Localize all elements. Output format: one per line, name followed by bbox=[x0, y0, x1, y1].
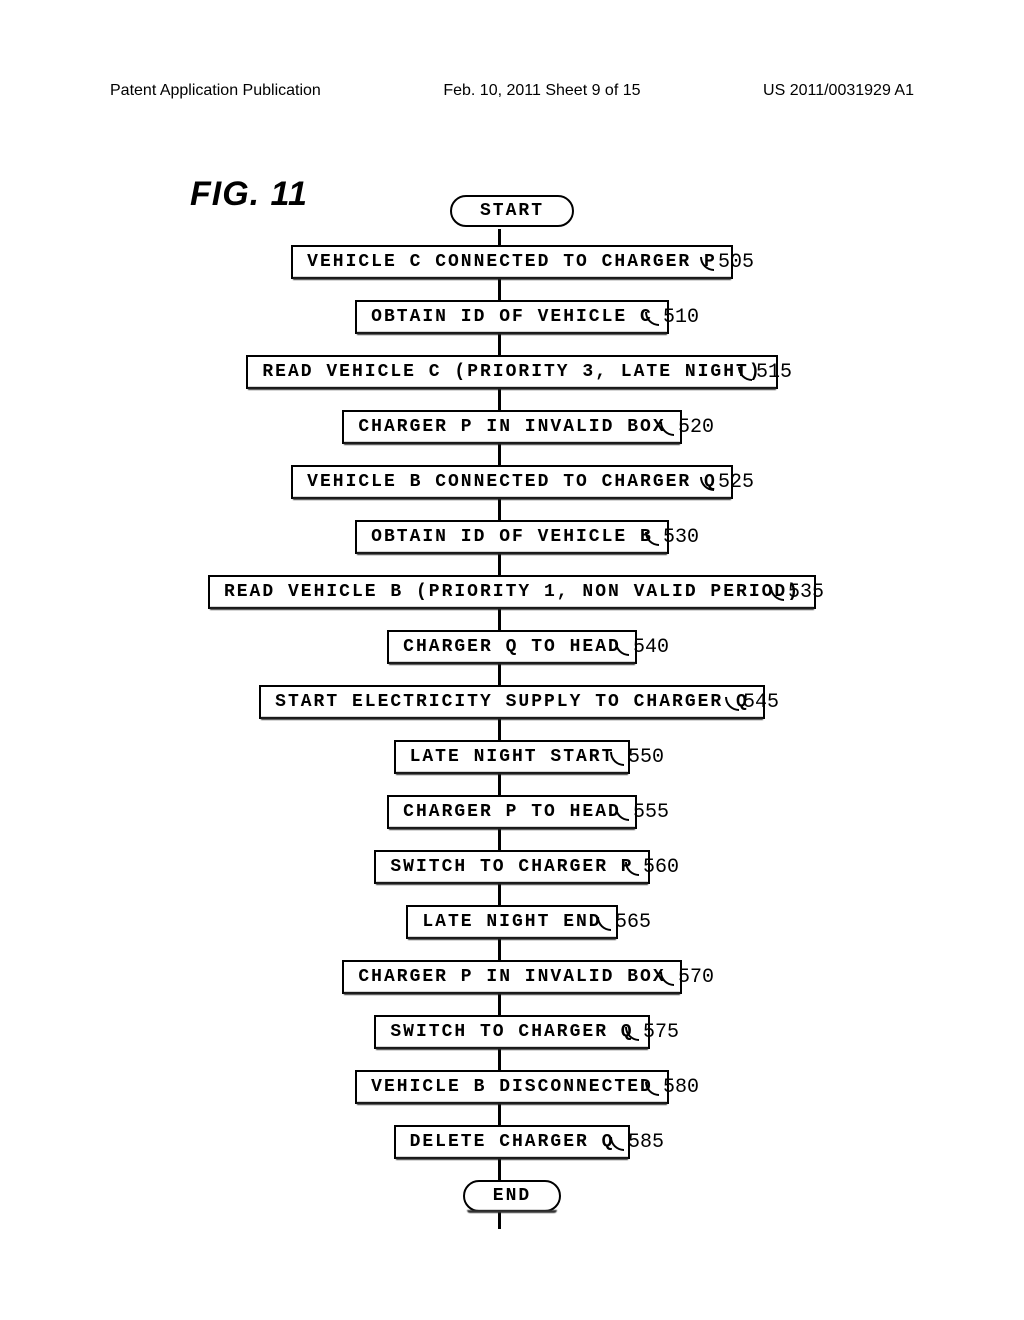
step-row: CHARGER Q TO HEAD bbox=[0, 630, 1024, 664]
step-row: CHARGER P IN INVALID BOX bbox=[0, 410, 1024, 444]
ref-510: 510 bbox=[645, 306, 699, 329]
ref-575: 575 bbox=[625, 1021, 679, 1044]
process-box: DELETE CHARGER Q bbox=[394, 1125, 631, 1159]
ref-555: 555 bbox=[615, 801, 669, 824]
process-box: SWITCH TO CHARGER Q bbox=[374, 1015, 649, 1049]
step-row: LATE NIGHT END bbox=[0, 905, 1024, 939]
process-box: SWITCH TO CHARGER P bbox=[374, 850, 649, 884]
step-row: OBTAIN ID OF VEHICLE B bbox=[0, 520, 1024, 554]
header-right: US 2011/0031929 A1 bbox=[763, 82, 914, 100]
process-box: LATE NIGHT END bbox=[406, 905, 617, 939]
step-row: LATE NIGHT START bbox=[0, 740, 1024, 774]
step-row: OBTAIN ID OF VEHICLE C bbox=[0, 300, 1024, 334]
step-row: VEHICLE B CONNECTED TO CHARGER Q bbox=[0, 465, 1024, 499]
step-row: SWITCH TO CHARGER P bbox=[0, 850, 1024, 884]
terminal-start: START bbox=[450, 195, 574, 227]
ref-570: 570 bbox=[660, 966, 714, 989]
ref-525: 525 bbox=[700, 471, 754, 494]
step-row: DELETE CHARGER Q bbox=[0, 1125, 1024, 1159]
ref-540: 540 bbox=[615, 636, 669, 659]
patent-header: Patent Application Publication Feb. 10, … bbox=[0, 82, 1024, 100]
ref-530: 530 bbox=[645, 526, 699, 549]
process-box: LATE NIGHT START bbox=[394, 740, 631, 774]
process-box: OBTAIN ID OF VEHICLE C bbox=[355, 300, 669, 334]
step-row: VEHICLE C CONNECTED TO CHARGER P bbox=[0, 245, 1024, 279]
ref-585: 585 bbox=[610, 1131, 664, 1154]
step-row: START ELECTRICITY SUPPLY TO CHARGER Q bbox=[0, 685, 1024, 719]
header-left: Patent Application Publication bbox=[110, 82, 321, 100]
process-box: CHARGER P IN INVALID BOX bbox=[342, 960, 681, 994]
process-box: READ VEHICLE C (PRIORITY 3, LATE NIGHT) bbox=[246, 355, 777, 389]
ref-545: 545 bbox=[725, 691, 779, 714]
process-box: VEHICLE B CONNECTED TO CHARGER Q bbox=[291, 465, 733, 499]
process-box: VEHICLE B DISCONNECTED bbox=[355, 1070, 669, 1104]
ref-580: 580 bbox=[645, 1076, 699, 1099]
process-box: CHARGER Q TO HEAD bbox=[387, 630, 637, 664]
step-row: READ VEHICLE B (PRIORITY 1, NON VALID PE… bbox=[0, 575, 1024, 609]
step-row: CHARGER P TO HEAD bbox=[0, 795, 1024, 829]
process-box: READ VEHICLE B (PRIORITY 1, NON VALID PE… bbox=[208, 575, 816, 609]
ref-535: 535 bbox=[770, 581, 824, 604]
process-box: VEHICLE C CONNECTED TO CHARGER P bbox=[291, 245, 733, 279]
ref-550: 550 bbox=[610, 746, 664, 769]
process-box: OBTAIN ID OF VEHICLE B bbox=[355, 520, 669, 554]
ref-560: 560 bbox=[625, 856, 679, 879]
ref-520: 520 bbox=[660, 416, 714, 439]
ref-515: 515 bbox=[738, 361, 792, 384]
process-box: CHARGER P TO HEAD bbox=[387, 795, 637, 829]
step-row: READ VEHICLE C (PRIORITY 3, LATE NIGHT) bbox=[0, 355, 1024, 389]
terminal-end-row: END bbox=[0, 1180, 1024, 1212]
step-row: CHARGER P IN INVALID BOX bbox=[0, 960, 1024, 994]
process-box: CHARGER P IN INVALID BOX bbox=[342, 410, 681, 444]
terminal-end: END bbox=[463, 1180, 561, 1212]
step-row: VEHICLE B DISCONNECTED bbox=[0, 1070, 1024, 1104]
header-center: Feb. 10, 2011 Sheet 9 of 15 bbox=[443, 82, 640, 100]
process-box: START ELECTRICITY SUPPLY TO CHARGER Q bbox=[259, 685, 765, 719]
ref-565: 565 bbox=[597, 911, 651, 934]
step-row: SWITCH TO CHARGER Q bbox=[0, 1015, 1024, 1049]
ref-505: 505 bbox=[700, 251, 754, 274]
terminal-start-row: START bbox=[0, 195, 1024, 227]
